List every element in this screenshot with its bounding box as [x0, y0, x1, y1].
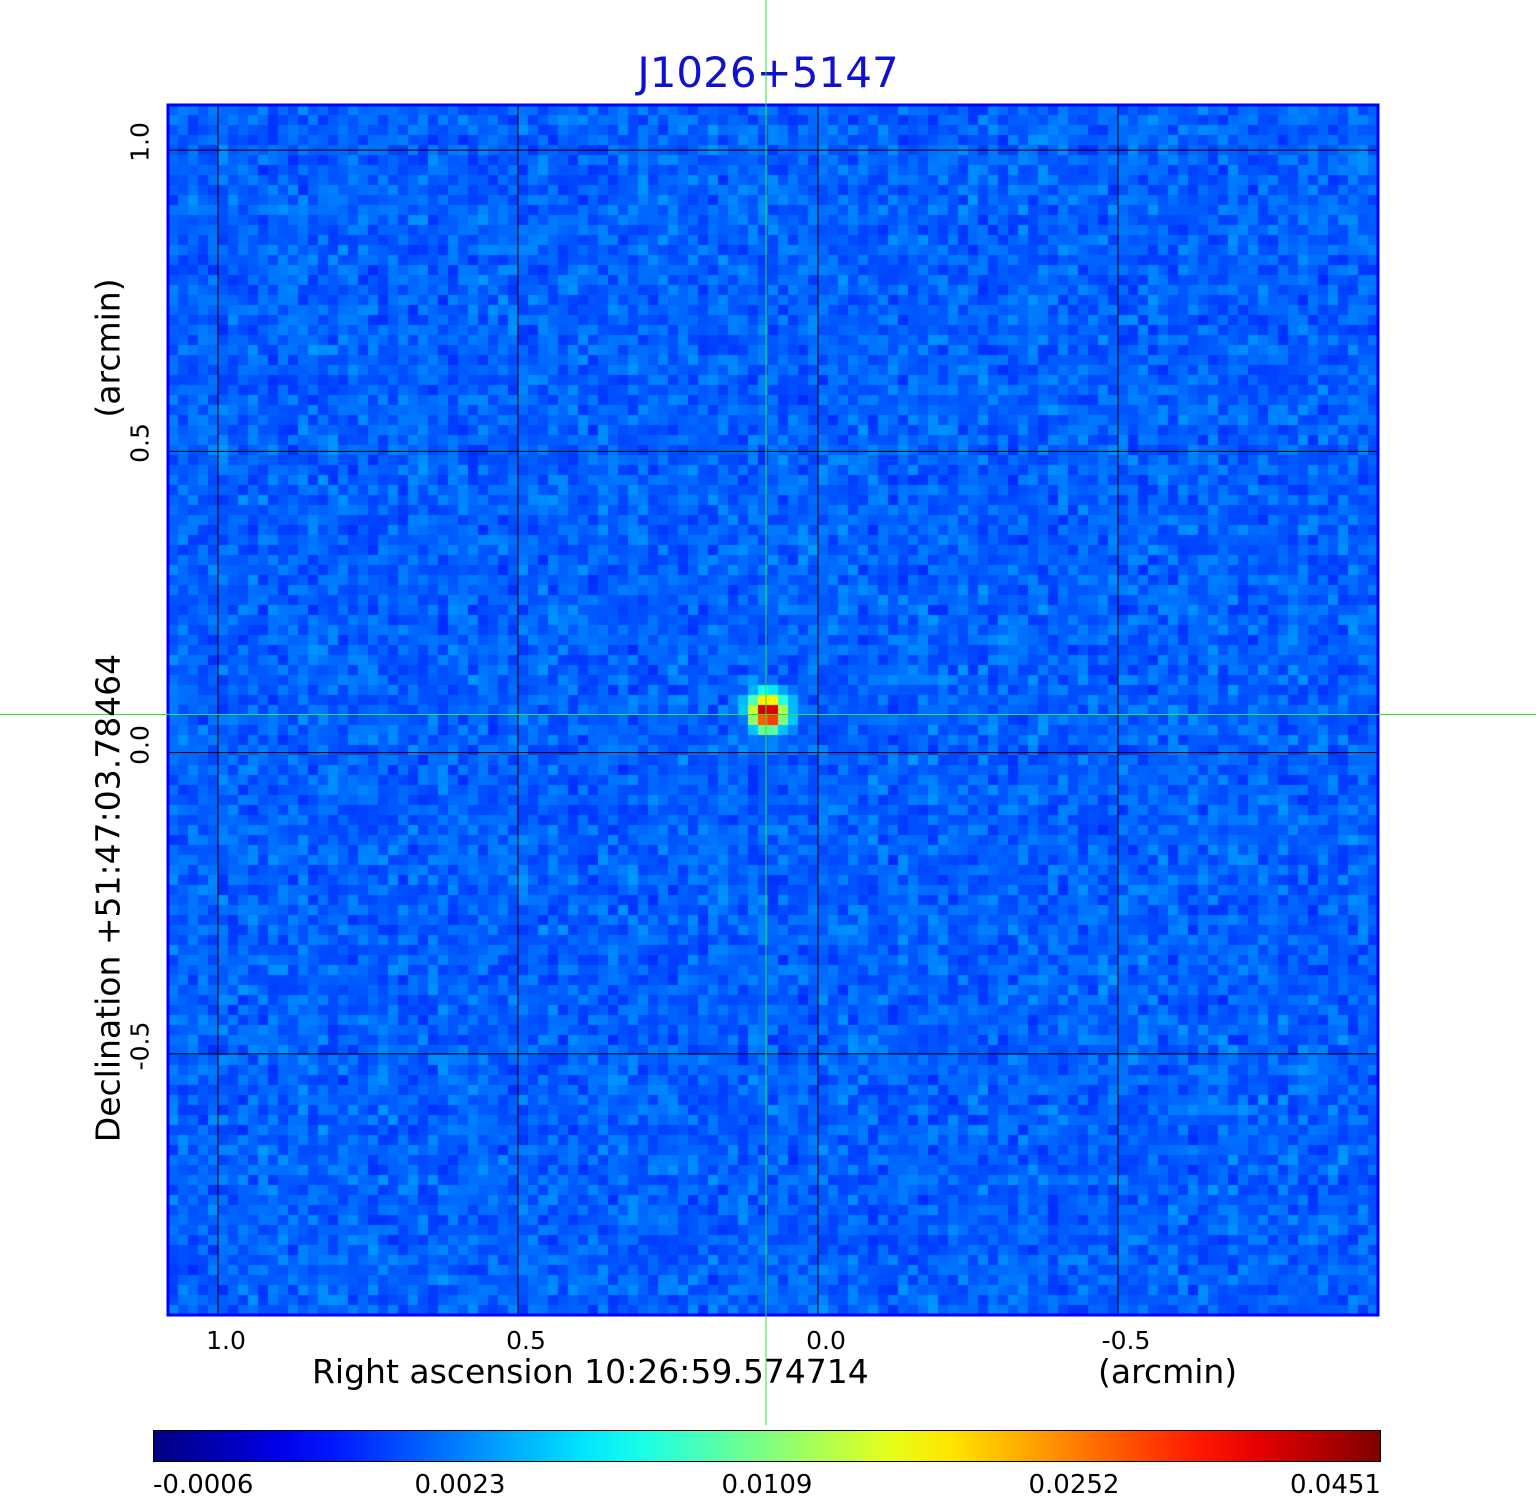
colorbar: [153, 1430, 1381, 1462]
coordinate-grid: [168, 105, 1378, 1315]
y-tick-label: 1.0: [125, 122, 155, 163]
x-tick-label: -0.5: [1101, 1326, 1151, 1355]
y-tick-label: 0.5: [125, 423, 155, 464]
sky-image[interactable]: [168, 105, 1378, 1315]
colorbar-label: -0.0006: [153, 1470, 254, 1500]
x-tick-label: 0.5: [506, 1326, 546, 1355]
y-axis-unit: (arcmin): [88, 278, 128, 418]
colorbar-label: 0.0023: [414, 1470, 506, 1500]
image-title: J1026+5147: [637, 48, 899, 97]
image-frame-border: [166, 103, 1380, 1317]
x-tick-label: 1.0: [206, 1326, 246, 1355]
y-tick-label: -0.5: [125, 1021, 155, 1071]
colorbar-label: 0.0451: [1290, 1470, 1381, 1500]
y-tick-label: 0.0: [125, 724, 155, 765]
colorbar-label: 0.0252: [1028, 1470, 1120, 1500]
sky-image-canvas[interactable]: [168, 105, 1378, 1315]
x-axis-label: Right ascension 10:26:59.574714: [312, 1352, 869, 1391]
x-tick-label: 0.0: [806, 1326, 846, 1355]
x-axis-unit: (arcmin): [1098, 1352, 1238, 1391]
colorbar-label: 0.0109: [721, 1470, 813, 1500]
y-axis-label: Declination +51:47:03.78464: [88, 653, 128, 1143]
